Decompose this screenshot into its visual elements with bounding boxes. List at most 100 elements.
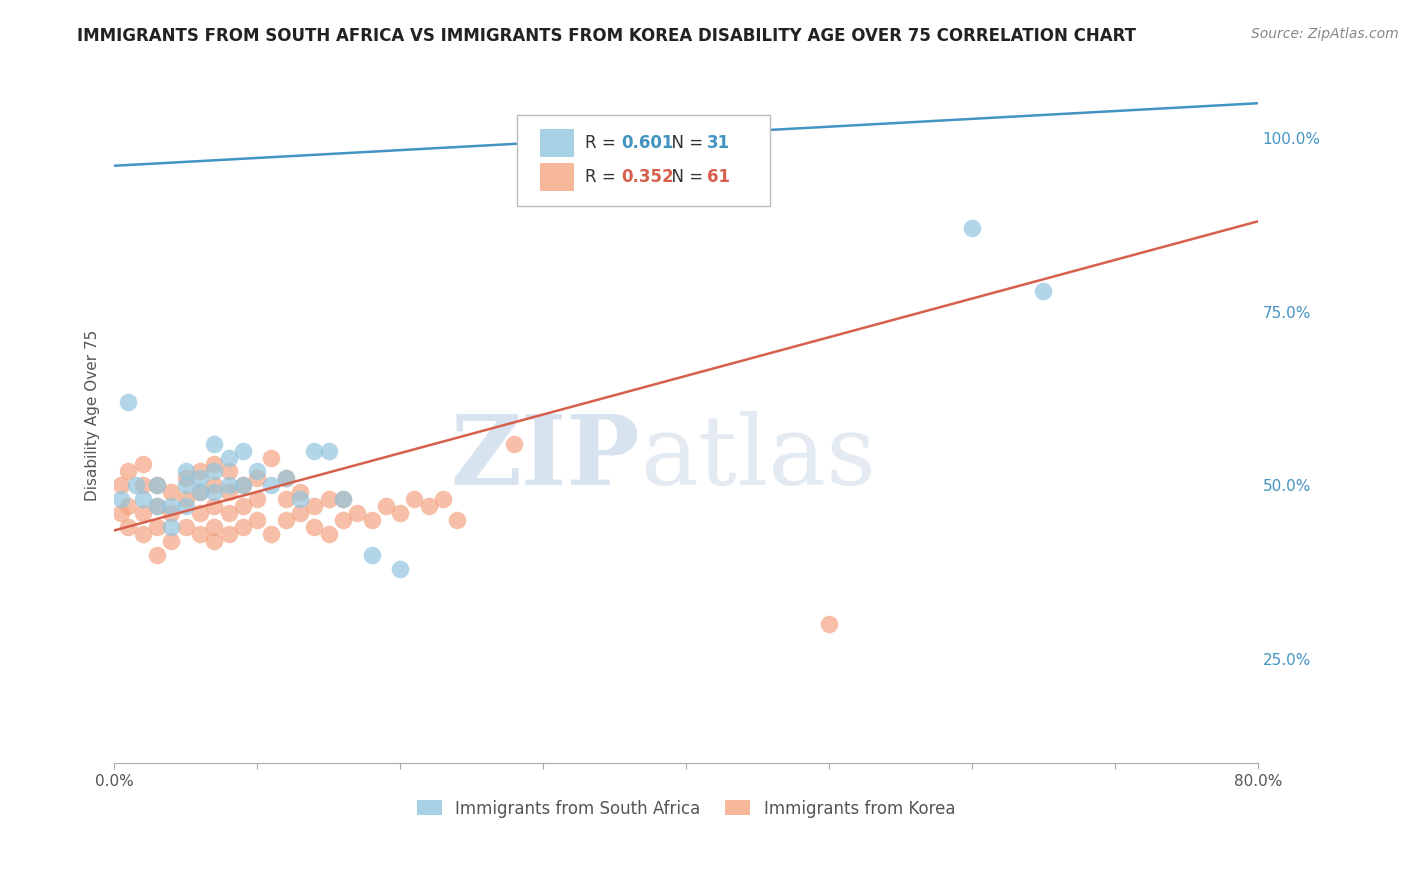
FancyBboxPatch shape (540, 129, 574, 157)
Point (218, 478, 240, 492)
Text: N =: N = (661, 134, 709, 153)
Legend: Immigrants from South Africa, Immigrants from Korea: Immigrants from South Africa, Immigrants… (411, 793, 962, 824)
Point (274, 471, 297, 485)
Point (188, 506, 211, 520)
Point (246, 513, 269, 527)
Point (146, 520, 169, 534)
Point (160, 533, 183, 548)
Point (174, 499, 197, 513)
Point (146, 548, 169, 562)
Point (246, 492, 269, 507)
Text: R =: R = (585, 168, 621, 186)
Point (188, 485, 211, 500)
Point (188, 471, 211, 485)
Point (318, 492, 340, 507)
Point (304, 443, 326, 458)
Point (218, 506, 240, 520)
Point (146, 478, 169, 492)
Point (110, 506, 132, 520)
Point (246, 464, 269, 478)
Point (360, 513, 382, 527)
Point (304, 520, 326, 534)
Point (418, 499, 440, 513)
Point (404, 492, 426, 507)
Y-axis label: Disability Age Over 75: Disability Age Over 75 (86, 330, 100, 501)
Point (188, 527, 211, 541)
Point (188, 464, 211, 478)
Point (332, 492, 354, 507)
Point (132, 527, 155, 541)
Text: 31: 31 (707, 134, 730, 153)
Point (446, 513, 468, 527)
Point (132, 458, 155, 472)
Point (174, 520, 197, 534)
Point (202, 464, 225, 478)
Point (218, 464, 240, 478)
Point (346, 506, 368, 520)
Text: atlas: atlas (640, 410, 876, 505)
Point (160, 499, 183, 513)
Point (304, 499, 326, 513)
Text: R =: R = (585, 134, 621, 153)
Point (288, 506, 311, 520)
Point (174, 478, 197, 492)
Point (318, 527, 340, 541)
Point (218, 450, 240, 465)
Text: 0.352: 0.352 (621, 168, 673, 186)
Point (146, 499, 169, 513)
Point (110, 478, 132, 492)
Point (218, 527, 240, 541)
Point (232, 443, 254, 458)
Point (318, 443, 340, 458)
Point (260, 527, 283, 541)
Point (1032, 284, 1054, 298)
Point (202, 478, 225, 492)
Point (960, 221, 983, 235)
Point (117, 499, 139, 513)
Point (117, 395, 139, 409)
Point (360, 548, 382, 562)
Point (202, 436, 225, 450)
Point (260, 478, 283, 492)
Point (160, 506, 183, 520)
Point (260, 450, 283, 465)
Point (332, 513, 354, 527)
Point (232, 478, 254, 492)
Point (274, 471, 297, 485)
Point (389, 561, 412, 575)
Text: 0.601: 0.601 (621, 134, 673, 153)
Point (146, 478, 169, 492)
Point (818, 617, 841, 632)
Point (288, 485, 311, 500)
Point (202, 485, 225, 500)
Point (132, 478, 155, 492)
Point (110, 492, 132, 507)
Text: 61: 61 (707, 168, 730, 186)
Point (174, 492, 197, 507)
Point (246, 471, 269, 485)
Point (160, 520, 183, 534)
Point (174, 464, 197, 478)
Text: IMMIGRANTS FROM SOUTH AFRICA VS IMMIGRANTS FROM KOREA DISABILITY AGE OVER 75 COR: IMMIGRANTS FROM SOUTH AFRICA VS IMMIGRAN… (77, 27, 1136, 45)
FancyBboxPatch shape (540, 163, 574, 191)
Point (202, 533, 225, 548)
Point (117, 464, 139, 478)
Point (132, 492, 155, 507)
Point (332, 492, 354, 507)
Point (374, 499, 396, 513)
Point (202, 520, 225, 534)
Point (389, 506, 412, 520)
Point (218, 485, 240, 500)
Point (146, 499, 169, 513)
Point (288, 492, 311, 507)
Text: ZIP: ZIP (451, 410, 640, 505)
Point (132, 506, 155, 520)
Point (160, 485, 183, 500)
Point (174, 471, 197, 485)
Point (232, 499, 254, 513)
Point (202, 458, 225, 472)
Point (232, 478, 254, 492)
Point (202, 499, 225, 513)
Point (117, 520, 139, 534)
Point (503, 436, 526, 450)
